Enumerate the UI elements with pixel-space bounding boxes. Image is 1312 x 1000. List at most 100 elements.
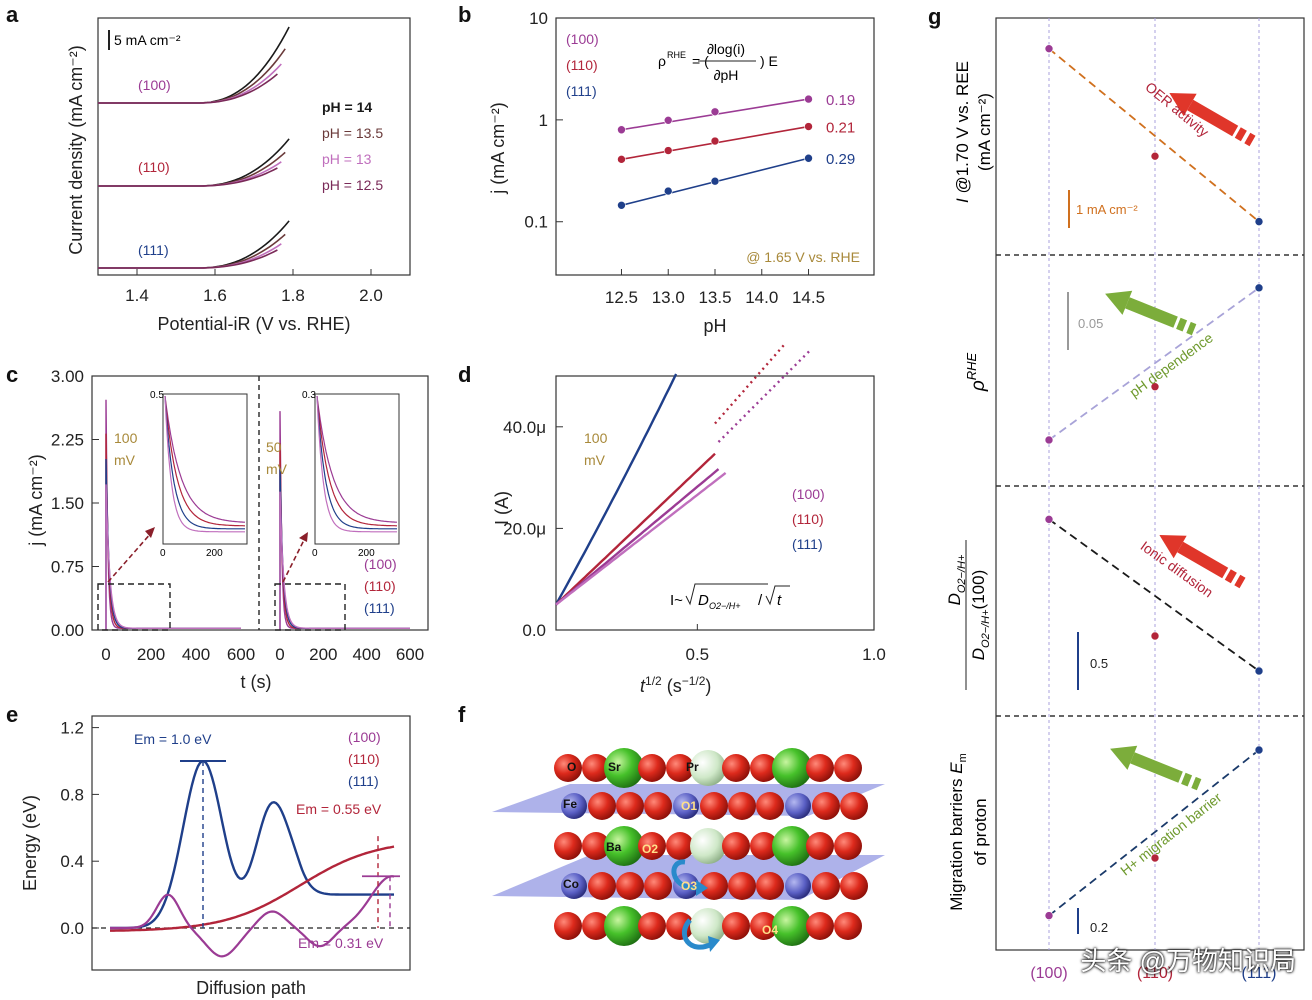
b-slope-label-1: 0.21	[826, 120, 855, 137]
c-xtick-left-1: 200	[137, 645, 165, 664]
panel-letter-f: f	[458, 702, 466, 727]
b-point-s1-3	[804, 122, 813, 131]
atom-r4-9	[806, 912, 834, 940]
b-point-s2-1	[663, 186, 673, 196]
panel-letter-c: c	[6, 362, 18, 387]
atom-r3-1	[588, 872, 616, 900]
watermark: 头条 @万物知识局	[1080, 946, 1296, 976]
atom-r4-5	[690, 908, 726, 944]
c-ytick-label-4: 0.00	[51, 621, 84, 640]
label-50mv-a: 50	[266, 439, 282, 455]
atom-r4-10	[834, 912, 862, 940]
formula-i: I~	[670, 592, 683, 609]
zoom-box-left	[97, 583, 171, 631]
g-point-row2-0	[1044, 515, 1054, 524]
atom-r2-1	[582, 832, 610, 860]
c-inset-1-curve-1	[316, 395, 397, 527]
atom-r0-6	[722, 754, 750, 782]
x-axis-label-c: t (s)	[241, 672, 272, 692]
e-curve-110	[110, 845, 395, 932]
legend-d-110: (110)	[792, 511, 824, 527]
a-xtick-label-0: 1.4	[125, 286, 149, 305]
label-100mv-b: mV	[114, 452, 136, 468]
e-ytick-label-3: 0.0	[60, 919, 84, 938]
diffusion-arrow-2	[682, 918, 714, 950]
legend-b-110: (110)	[566, 57, 598, 73]
atom-label-sr: Sr	[608, 760, 621, 774]
inset-curves	[164, 395, 397, 533]
atom-r3-6	[728, 872, 756, 900]
label-100mv-a: 100	[114, 430, 138, 446]
atom-r1-4	[673, 793, 699, 819]
annotation-em-1: Em = 1.0 eV	[134, 731, 212, 747]
c-xtick-left-3: 600	[227, 645, 255, 664]
atom-r4-8	[772, 906, 812, 946]
g-point-row3-1	[1150, 853, 1160, 863]
g-point-row3-0	[1044, 911, 1054, 920]
g-arrow-dash2-2	[1234, 574, 1246, 589]
series-b: 0.19 0.21 0.29	[617, 92, 855, 210]
b-point-s2-3	[804, 153, 813, 163]
g-point-row2-2	[1254, 666, 1264, 676]
c-inset-0-curve-3	[164, 395, 245, 533]
b-slope-label-2: 0.29	[826, 151, 855, 168]
atom-r1-6	[728, 792, 756, 820]
formula-t: t	[777, 592, 782, 609]
atom-label-ba: Ba	[606, 840, 622, 854]
d-ytick-label-1: 20.0μ	[503, 519, 546, 538]
b-xtick-label-2: 13.5	[698, 288, 731, 307]
g-arrow-dash1-0	[1234, 127, 1247, 142]
b-point-s2-0	[617, 200, 626, 210]
e-ytick-label-0: 1.2	[60, 719, 84, 738]
atom-r4-0	[554, 912, 582, 940]
legend-c-110: (110)	[364, 578, 396, 594]
g-arrow-head-1	[1105, 290, 1133, 315]
c-ytick-label-3: 0.75	[51, 558, 84, 577]
g-point-row1-0	[1044, 435, 1054, 445]
curves-e	[110, 760, 400, 958]
legend-ph12-5: pH = 12.5	[322, 177, 383, 193]
x-ticks-a: 1.4 1.6 1.8 2.0	[125, 269, 383, 305]
atom-r1-3	[644, 792, 672, 820]
b-point-s0-1	[663, 116, 673, 125]
g-arrow-shaft-1	[1125, 297, 1178, 328]
annotation-b: @ 1.65 V vs. RHE	[746, 249, 860, 265]
legend-c-100: (100)	[364, 556, 397, 572]
atom-r1-9	[812, 792, 840, 820]
b-ytick-label-1: 1	[539, 111, 548, 130]
b-xtick-label-1: 13.0	[652, 288, 685, 307]
annotation-em-055: Em = 0.55 eV	[296, 801, 382, 817]
atom-r1-7	[756, 792, 784, 820]
inset-left-ytick: 0.5	[150, 390, 164, 401]
atom-r0-8	[772, 748, 812, 788]
row3-ylabel-num: DO2−/H+	[945, 554, 968, 605]
atom-r1-1	[588, 792, 616, 820]
g-point-row3-2	[1254, 745, 1264, 755]
zoom-arrow-left	[107, 531, 153, 583]
panel-letter-d: d	[458, 362, 471, 387]
b-xtick-label-3: 14.0	[745, 288, 778, 307]
d-ytick-label-0: 40.0μ	[503, 418, 546, 437]
curves-a	[98, 26, 290, 269]
atom-label-o1: O1	[681, 799, 697, 813]
g-arrow-shaft-2	[1177, 541, 1229, 579]
atom-r2-0	[554, 832, 582, 860]
atom-label-pr: Pr	[686, 760, 699, 774]
legend-b-100: (100)	[566, 31, 599, 47]
atom-r4-4	[666, 912, 694, 940]
axes-b: 12.5 13.0 13.5 14.0 14.5 10 1 0.1	[524, 9, 825, 307]
eq-num: ∂log(i)	[707, 41, 745, 57]
atom-r3-3	[644, 872, 672, 900]
b-ytick-label-0: 10	[529, 9, 548, 28]
legend-e-111: (111)	[348, 773, 379, 789]
label-50mv-b: mV	[266, 461, 288, 477]
atom-r4-6	[722, 912, 750, 940]
g-arrow-dash1-1	[1176, 317, 1188, 332]
d-xtick-label-1: 1.0	[862, 645, 886, 664]
row4-scale-label: 0.2	[1090, 920, 1108, 935]
atom-r2-3	[638, 832, 666, 860]
b-ytick-label-2: 0.1	[524, 213, 548, 232]
atom-r4-7	[750, 912, 778, 940]
atom-r0-1	[582, 754, 610, 782]
legend-ph13: pH = 13	[322, 151, 372, 167]
